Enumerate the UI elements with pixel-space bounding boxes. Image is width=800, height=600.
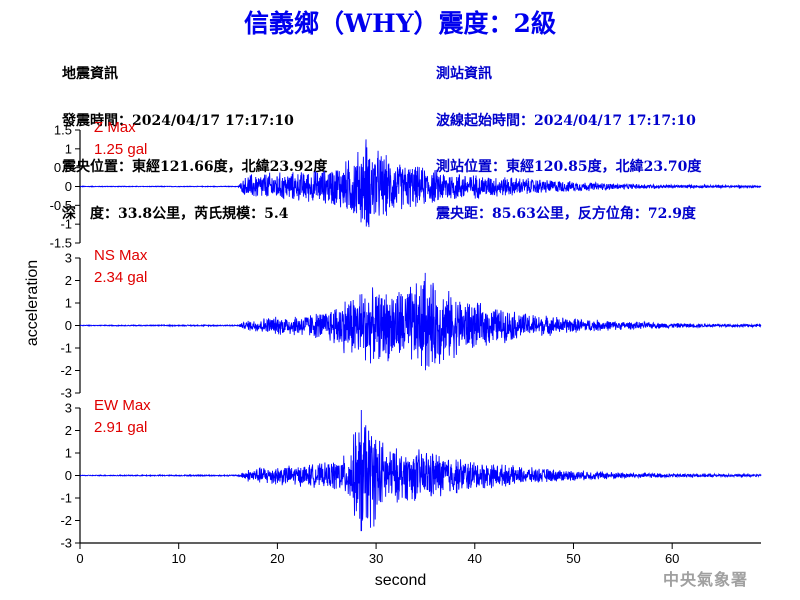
earthquake-info: 地震資訊 發震時間：2024/04/17 17:17:10 震央位置：東經121…: [62, 36, 327, 238]
y-tick-label-z: 1: [65, 141, 72, 156]
x-tick-label: 60: [665, 551, 679, 566]
agency-watermark: 中央氣象署: [662, 570, 748, 589]
x-tick-label: 40: [468, 551, 482, 566]
y-tick-label-ew: -2: [60, 513, 72, 528]
max-acceleration-z: 1.25 gal: [94, 141, 147, 158]
y-tick-label-ew: -1: [60, 491, 72, 506]
y-tick-label-ew: 2: [65, 423, 72, 438]
waveform-trace-ew: [79, 410, 762, 532]
waveform-start-time: 波線起始時間：2024/04/17 17:17:10: [436, 112, 696, 129]
y-tick-label-z: -1: [60, 217, 72, 232]
y-tick-label-z: -1.5: [50, 236, 72, 251]
component-label-z: Z Max: [94, 119, 136, 136]
y-tick-label-ns: -2: [60, 363, 72, 378]
component-label-ew: EW Max: [94, 397, 151, 414]
y-tick-label-ew: 1: [65, 446, 72, 461]
page-title: 信義鄉（WHY）震度：2級: [244, 9, 556, 38]
y-tick-label-ns: 0: [65, 318, 72, 333]
component-label-ns: NS Max: [94, 247, 148, 264]
y-tick-label-ew: 0: [65, 468, 72, 483]
y-tick-label-ns: -3: [60, 386, 72, 401]
y-tick-label-z: 1.5: [54, 123, 72, 138]
station-location: 測站位置：東經120.85度，北緯23.70度: [436, 159, 702, 175]
y-tick-label-ew: 3: [65, 401, 72, 416]
waveform-trace-z: [79, 139, 762, 228]
earthquake-info-heading: 地震資訊: [62, 66, 118, 82]
waveform-trace-ns: [79, 272, 762, 371]
y-tick-label-ns: 3: [65, 251, 72, 266]
y-tick-label-ns: -1: [60, 341, 72, 356]
epicentral-distance: 震央距：85.63公里，反方位角：72.9度: [436, 205, 696, 222]
y-tick-label-z: 0: [65, 179, 72, 194]
x-tick-label: 30: [369, 551, 383, 566]
station-info-heading: 測站資訊: [436, 66, 492, 82]
y-tick-label-ns: 2: [65, 273, 72, 288]
x-tick-label: 10: [171, 551, 185, 566]
y-tick-label-ew: -3: [60, 536, 72, 551]
y-tick-label-z: -0.5: [50, 198, 72, 213]
y-axis-title: acceleration: [24, 260, 41, 346]
x-tick-label: 50: [566, 551, 580, 566]
max-acceleration-ns: 2.34 gal: [94, 269, 147, 286]
x-axis-title: second: [375, 572, 427, 589]
y-tick-label-z: 0.5: [54, 160, 72, 175]
station-info: 測站資訊 波線起始時間：2024/04/17 17:17:10 測站位置：東經1…: [436, 36, 701, 238]
x-tick-label: 0: [76, 551, 83, 566]
origin-time: 發震時間：2024/04/17 17:17:10: [62, 112, 294, 129]
max-acceleration-ew: 2.91 gal: [94, 419, 147, 436]
depth-magnitude: 深 度：33.8公里，芮氏規模：5.4: [62, 205, 289, 222]
y-tick-label-ns: 1: [65, 296, 72, 311]
x-tick-label: 20: [270, 551, 284, 566]
epicenter-location: 震央位置：東經121.66度，北緯23.92度: [62, 159, 328, 175]
